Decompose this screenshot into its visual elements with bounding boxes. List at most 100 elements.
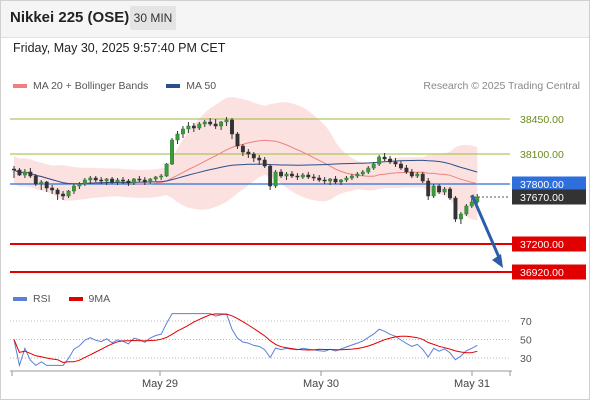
candle-body — [458, 213, 463, 220]
rsi-tick-label: 70 — [520, 316, 532, 328]
candle-body — [202, 121, 207, 125]
candle-body — [448, 188, 452, 199]
level-label-resistance: 38100.00 — [520, 149, 564, 161]
candle-body — [208, 121, 213, 125]
candle-body — [93, 177, 98, 181]
candle-body — [273, 171, 278, 187]
level-label-resistance: 38450.00 — [520, 114, 564, 126]
legend-item-ma20: MA 20 + Bollinger Bands — [13, 80, 148, 92]
candle-body — [246, 151, 251, 155]
candle-body — [306, 174, 311, 178]
candle-body — [22, 171, 27, 176]
timeframe-selector[interactable]: 30 MIN — [130, 6, 176, 30]
candle-body — [44, 181, 49, 189]
candle-body — [426, 180, 431, 197]
candle-body — [50, 187, 55, 191]
forecast-arrow-shaft — [470, 194, 503, 263]
candle-body — [121, 179, 125, 182]
candle-body — [110, 178, 115, 183]
candle-body — [240, 145, 245, 153]
candle-body — [295, 175, 300, 178]
rsi-swatch — [13, 297, 27, 301]
candle-body — [317, 177, 322, 181]
candle-body — [469, 201, 474, 207]
candle-body — [431, 185, 436, 197]
candle-body — [333, 178, 338, 183]
candle-body — [191, 125, 196, 129]
level-label-last: 37670.00 — [520, 192, 564, 204]
candle-body — [442, 188, 447, 193]
level-label-box-support — [512, 264, 586, 280]
candle-body — [409, 171, 414, 177]
legend-item-rsi: RSI — [13, 293, 51, 305]
time-axis-label: May 31 — [454, 378, 490, 390]
candle-body — [464, 205, 469, 215]
candle-body — [12, 168, 16, 171]
candle-body — [230, 119, 234, 135]
candle-body — [55, 189, 60, 195]
legend-item-9ma: 9MA — [68, 293, 110, 305]
candle-body — [393, 161, 398, 165]
candle-body — [437, 185, 442, 193]
legend-label-rsi: RSI — [33, 293, 51, 305]
candle-body — [366, 167, 371, 173]
candle-body — [235, 133, 240, 147]
candle-body — [99, 179, 104, 182]
candle-body — [388, 158, 393, 163]
legend-item-ma50: MA 50 — [166, 80, 216, 92]
forecast-arrow-head — [492, 254, 503, 268]
instrument-title: Nikkei 225 (OSE) — [10, 9, 130, 26]
ma50-line — [13, 159, 478, 185]
candle-body — [300, 174, 305, 178]
candle-body — [268, 165, 273, 187]
level-label-box-support — [512, 236, 586, 252]
rsi-9ma-line — [13, 313, 478, 364]
candle-body — [72, 185, 76, 192]
candle-body — [371, 163, 376, 169]
ma20-swatch — [13, 84, 27, 88]
candle-body — [175, 133, 180, 141]
legend-label-ma20: MA 20 + Bollinger Bands — [33, 80, 149, 92]
candle-body — [377, 156, 382, 165]
candle-body — [328, 178, 333, 182]
level-label-support: 37200.00 — [520, 239, 564, 251]
candle-body — [142, 179, 147, 183]
candle-body — [360, 171, 365, 175]
candle-body — [164, 163, 169, 177]
candle-body — [453, 197, 458, 220]
chart-header: Nikkei 225 (OSE) 30 MIN — [0, 0, 590, 38]
level-label-box-last — [512, 189, 586, 205]
level-label-box-pivot — [512, 176, 586, 192]
candle-body — [284, 173, 289, 177]
candle-body — [61, 193, 65, 197]
rsi-tick-label: 30 — [520, 353, 532, 365]
candle-body — [153, 176, 158, 180]
candle-body — [131, 178, 136, 184]
candle-body — [115, 179, 120, 183]
candle-body — [28, 171, 33, 177]
candle-body — [159, 175, 164, 178]
9ma-swatch — [68, 297, 83, 301]
candle-body — [311, 176, 316, 179]
time-axis-label: May 30 — [303, 378, 339, 390]
candle-body — [279, 171, 284, 177]
candle-body — [344, 177, 349, 181]
candle-body — [17, 169, 22, 176]
candle-body — [290, 173, 294, 177]
candle-body — [170, 139, 175, 165]
copyright-notice: Research © 2025 Trading Central — [423, 80, 580, 92]
bollinger-band-area — [14, 97, 478, 221]
candle-body — [66, 190, 71, 197]
candle-body — [404, 167, 409, 173]
candle-body — [257, 157, 262, 161]
candle-body — [339, 179, 343, 183]
candle-body — [88, 177, 93, 181]
rsi-line — [13, 313, 478, 368]
candle-body — [186, 125, 191, 130]
candle-body — [415, 173, 420, 177]
candle-body — [262, 159, 267, 167]
candle-body — [322, 179, 327, 182]
candle-body — [355, 173, 360, 177]
candle-body — [126, 180, 131, 184]
